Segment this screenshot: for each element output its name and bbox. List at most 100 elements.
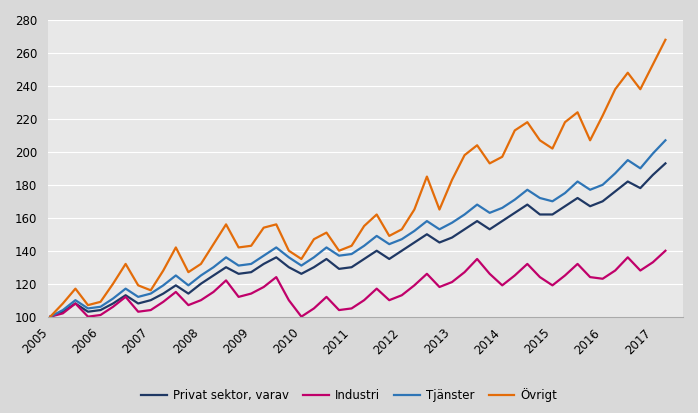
Tjänster (348, 252, 356, 256)
Industri (448, 280, 456, 285)
Tjänster (285, 255, 293, 260)
Privat sektor, varav (611, 189, 619, 194)
Tjänster (134, 294, 142, 299)
Industri (473, 256, 482, 261)
Industri (385, 298, 394, 303)
Övrigt (96, 299, 105, 304)
Tjänster (109, 296, 117, 301)
Privat sektor, varav (598, 199, 607, 204)
Tjänster (147, 291, 155, 296)
Tjänster (623, 158, 632, 163)
Privat sektor, varav (96, 308, 105, 313)
Övrigt (373, 212, 381, 217)
Tjänster (184, 283, 193, 288)
Övrigt (172, 245, 180, 250)
Övrigt (209, 242, 218, 247)
Privat sektor, varav (222, 265, 230, 270)
Tjänster (486, 210, 494, 215)
Industri (184, 303, 193, 308)
Övrigt (84, 303, 92, 308)
Industri (172, 290, 180, 294)
Tjänster (436, 227, 444, 232)
Tjänster (560, 190, 569, 195)
Industri (398, 293, 406, 298)
Tjänster (59, 308, 67, 313)
Line: Industri: Industri (50, 251, 665, 317)
Tjänster (335, 253, 343, 258)
Övrigt (410, 207, 419, 212)
Övrigt (573, 110, 581, 115)
Privat sektor, varav (348, 265, 356, 270)
Tjänster (473, 202, 482, 207)
Tjänster (448, 220, 456, 225)
Privat sektor, varav (586, 204, 594, 209)
Privat sektor, varav (109, 301, 117, 306)
Privat sektor, varav (648, 173, 657, 178)
Övrigt (648, 62, 657, 67)
Tjänster (511, 197, 519, 202)
Privat sektor, varav (59, 309, 67, 314)
Privat sektor, varav (461, 227, 469, 232)
Övrigt (322, 230, 331, 235)
Tjänster (385, 242, 394, 247)
Privat sektor, varav (436, 240, 444, 245)
Tjänster (96, 304, 105, 309)
Privat sektor, varav (423, 232, 431, 237)
Tjänster (260, 253, 268, 258)
Privat sektor, varav (410, 240, 419, 245)
Privat sektor, varav (260, 261, 268, 266)
Privat sektor, varav (385, 256, 394, 261)
Industri (661, 248, 669, 253)
Privat sektor, varav (573, 195, 581, 200)
Line: Övrigt: Övrigt (50, 40, 665, 317)
Industri (560, 273, 569, 278)
Privat sektor, varav (373, 248, 381, 253)
Tjänster (410, 228, 419, 233)
Privat sektor, varav (71, 301, 80, 306)
Privat sektor, varav (623, 179, 632, 184)
Privat sektor, varav (322, 256, 331, 261)
Tjänster (297, 263, 306, 268)
Line: Privat sektor, varav: Privat sektor, varav (50, 164, 665, 317)
Industri (59, 311, 67, 316)
Industri (134, 309, 142, 314)
Industri (297, 314, 306, 319)
Privat sektor, varav (235, 271, 243, 276)
Industri (636, 268, 644, 273)
Industri (360, 298, 369, 303)
Övrigt (423, 174, 431, 179)
Industri (84, 314, 92, 319)
Tjänster (209, 265, 218, 270)
Industri (436, 285, 444, 290)
Övrigt (636, 87, 644, 92)
Tjänster (498, 205, 507, 210)
Övrigt (398, 227, 406, 232)
Privat sektor, varav (285, 265, 293, 270)
Privat sektor, varav (172, 283, 180, 288)
Privat sektor, varav (511, 210, 519, 215)
Övrigt (486, 161, 494, 166)
Privat sektor, varav (398, 248, 406, 253)
Övrigt (285, 248, 293, 253)
Tjänster (373, 233, 381, 238)
Övrigt (523, 120, 531, 125)
Industri (209, 290, 218, 294)
Övrigt (560, 120, 569, 125)
Privat sektor, varav (134, 301, 142, 306)
Industri (461, 270, 469, 275)
Industri (486, 271, 494, 276)
Tjänster (172, 273, 180, 278)
Tjänster (121, 286, 130, 291)
Industri (310, 306, 318, 311)
Industri (523, 261, 531, 266)
Industri (573, 261, 581, 266)
Tjänster (235, 263, 243, 268)
Övrigt (498, 154, 507, 159)
Industri (598, 276, 607, 281)
Tjänster (636, 166, 644, 171)
Övrigt (184, 270, 193, 275)
Övrigt (623, 70, 632, 75)
Industri (322, 294, 331, 299)
Privat sektor, varav (46, 314, 54, 319)
Övrigt (147, 288, 155, 293)
